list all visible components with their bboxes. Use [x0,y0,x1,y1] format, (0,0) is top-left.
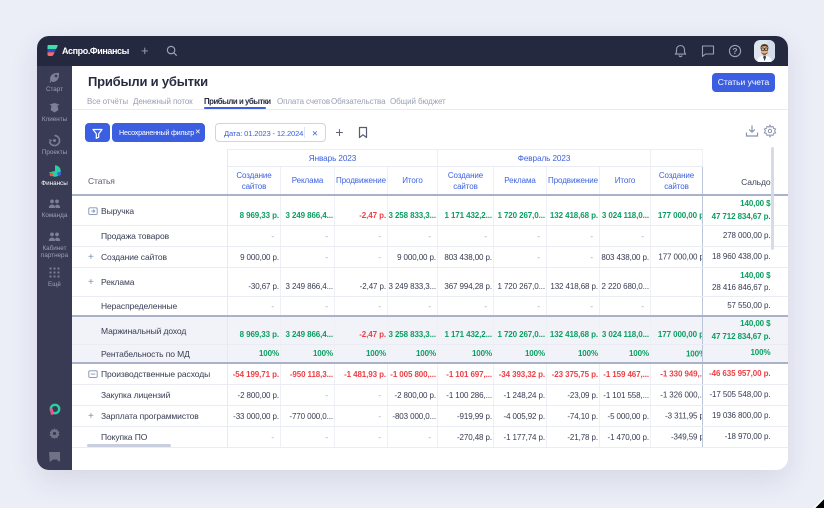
svg-text:?: ? [732,46,737,56]
